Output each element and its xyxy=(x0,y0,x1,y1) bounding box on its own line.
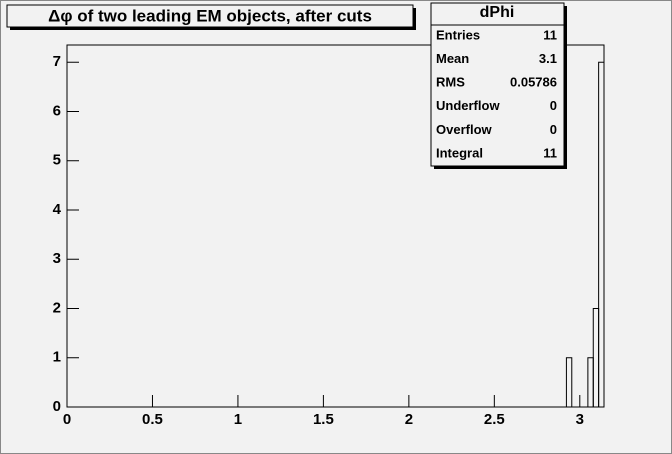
y-tick-label: 0 xyxy=(53,398,61,415)
stat-label: Entries xyxy=(436,27,480,42)
x-tick-label: 2 xyxy=(405,411,413,428)
x-tick-label: 2.5 xyxy=(484,411,505,428)
y-tick-label: 3 xyxy=(53,250,61,267)
stat-label: Mean xyxy=(436,51,469,66)
y-tick-label: 4 xyxy=(53,201,62,218)
x-tick-label: 1.5 xyxy=(313,411,334,428)
x-tick-label: 0 xyxy=(63,411,71,428)
stat-value: 11 xyxy=(543,27,557,42)
y-tick-label: 6 xyxy=(53,102,61,119)
y-tick-label: 5 xyxy=(53,152,61,169)
stats-box xyxy=(430,2,565,167)
y-tick-label: 7 xyxy=(53,53,61,70)
chart-title: Δφ of two leading EM objects, after cuts xyxy=(48,6,372,25)
x-tick-label: 1 xyxy=(234,411,242,428)
stat-value: 11 xyxy=(543,145,557,160)
title-box xyxy=(6,4,414,28)
histogram-bar xyxy=(565,357,573,408)
stat-value: 0 xyxy=(550,98,557,113)
stat-label: Underflow xyxy=(436,98,500,113)
stats-name: dPhi xyxy=(480,4,515,21)
x-tick-label: 3 xyxy=(576,411,584,428)
stat-value: 0 xyxy=(550,122,557,137)
histogram-bar xyxy=(598,61,605,408)
y-tick-label: 2 xyxy=(53,299,61,316)
stat-label: RMS xyxy=(436,75,465,90)
stat-label: Integral xyxy=(436,145,483,160)
stat-label: Overflow xyxy=(436,122,493,137)
stat-value: 0.05786 xyxy=(510,75,557,90)
x-tick-label: 0.5 xyxy=(142,411,163,428)
y-tick-label: 1 xyxy=(53,349,61,366)
stat-value: 3.1 xyxy=(539,51,557,66)
